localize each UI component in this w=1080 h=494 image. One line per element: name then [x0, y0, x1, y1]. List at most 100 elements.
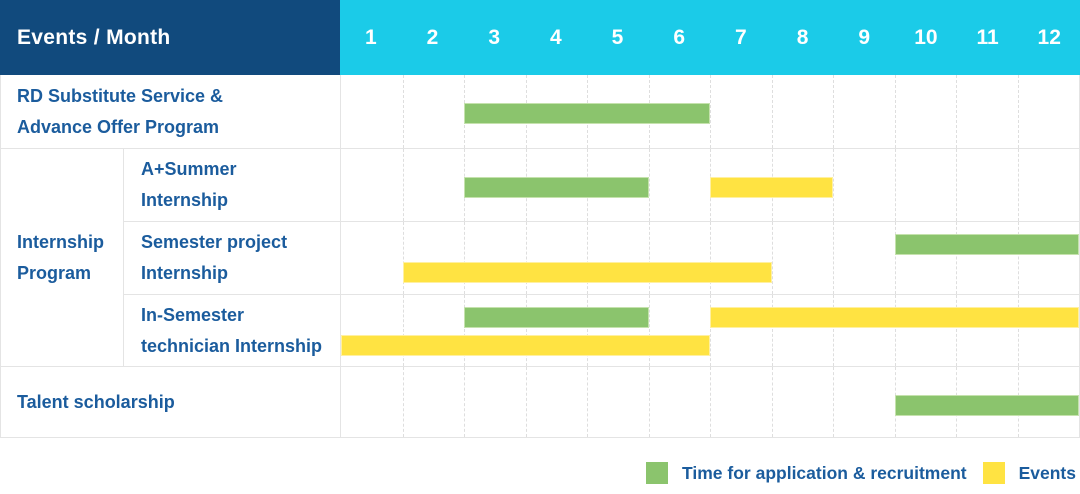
row-label-cell: Talent scholarship	[1, 366, 341, 437]
month-gridline	[587, 295, 588, 366]
month-header-cell: 10	[914, 25, 938, 49]
sub-label-cell: In-Semester technician Internship	[124, 294, 341, 366]
month-gridline	[587, 367, 588, 437]
month-gridline	[710, 222, 711, 294]
gantt-bar-event	[341, 335, 710, 356]
month-header-cell: 7	[735, 25, 747, 49]
gantt-row-track	[341, 366, 1079, 437]
month-gridline	[402, 295, 404, 366]
month-gridline	[1017, 75, 1019, 148]
gantt-bar-event	[710, 307, 1079, 328]
month-header-cell: 9	[858, 25, 871, 49]
label-line: Internship	[141, 190, 229, 210]
month-header-cell: 5	[611, 25, 624, 49]
gantt-bar-event	[402, 262, 772, 283]
month-header-cell: 1	[364, 25, 377, 49]
group-label-cell: Internship Program	[1, 148, 124, 366]
month-gridline	[464, 222, 465, 294]
label-line: technician Internship	[141, 335, 323, 356]
month-gridline	[894, 222, 896, 294]
legend-swatch-application-icon	[646, 462, 669, 484]
label-line: Advance Offer Program	[17, 116, 220, 137]
month-gridline	[402, 222, 404, 294]
label-line: Internship	[17, 231, 105, 252]
legend-label-events: Events	[1018, 462, 1076, 483]
month-gridline	[402, 75, 404, 148]
month-gridline	[587, 222, 588, 294]
month-gridline	[833, 295, 834, 366]
legend-swatch-events-icon	[982, 462, 1005, 484]
header-events-month-cell: Events / Month	[0, 0, 340, 75]
gantt-bar-application	[464, 103, 710, 124]
month-gridline	[402, 367, 404, 437]
month-gridline	[525, 367, 527, 437]
month-gridline	[648, 222, 650, 294]
month-gridline	[648, 367, 650, 437]
row-label-text: RD Substitute Service & Advance Offer Pro…	[1, 75, 340, 148]
row-label-text: In-Semester technician Internship	[124, 295, 340, 366]
gantt-bar-event	[710, 177, 833, 198]
month-header-row: 1 2 3 4 5 6 7 8 9 10 11 12	[340, 0, 1080, 75]
month-gridline	[956, 222, 957, 294]
month-header-cell: 8	[796, 25, 809, 49]
gantt-bar-application	[894, 395, 1079, 416]
header-row: Events / Month 1 2 3 4 5 6 7 8 9 10 11 12	[0, 0, 1080, 75]
gantt-row-track	[341, 148, 1079, 221]
month-gridline	[710, 367, 711, 437]
month-gridline	[648, 295, 650, 366]
label-line: Internship	[141, 263, 229, 283]
month-header-cell: 3	[488, 25, 501, 49]
label-line: In-Semester	[141, 304, 245, 325]
row-label-text: A+Summer Internship	[124, 149, 340, 221]
label-line: RD Substitute Service &	[17, 85, 224, 106]
row-label-text: Semester project Internship	[124, 222, 340, 294]
month-gridline	[771, 367, 773, 437]
gantt-row-track	[341, 294, 1079, 366]
gantt-row-track	[341, 221, 1079, 294]
month-gridline	[771, 75, 773, 148]
sub-label-cell: A+Summer Internship	[124, 148, 341, 221]
month-gridline	[710, 295, 711, 366]
label-line: Semester project	[141, 232, 288, 252]
row-label-cell: RD Substitute Service & Advance Offer Pro…	[1, 75, 341, 148]
row-label-text: Internship Program	[1, 149, 123, 366]
label-line: Program	[17, 262, 92, 283]
month-gridline	[1017, 295, 1019, 366]
month-gridline	[710, 75, 711, 148]
month-gridline	[833, 149, 834, 221]
month-gridline	[1017, 222, 1019, 294]
gantt-bar-application	[894, 234, 1079, 255]
month-gridline	[833, 222, 834, 294]
gantt-row-track	[341, 75, 1079, 148]
month-gridline	[833, 367, 834, 437]
month-gridline	[464, 367, 465, 437]
label-line: Talent scholarship	[17, 391, 175, 412]
month-gridline	[525, 295, 527, 366]
month-header-cell: 4	[550, 25, 562, 49]
month-gridline	[648, 149, 650, 221]
legend-label-application: Time for application & recruitment	[682, 462, 967, 483]
month-gridline	[894, 295, 896, 366]
row-label-text: Talent scholarship	[1, 367, 340, 437]
month-header-cell: 11	[976, 25, 999, 49]
month-gridline	[956, 149, 957, 221]
gantt-body: RD Substitute Service & Advance Offer Pro…	[0, 75, 1080, 438]
month-gridline	[525, 222, 527, 294]
month-gridline	[771, 295, 773, 366]
month-header-cell: 2	[426, 25, 439, 49]
gantt-bar-application	[464, 307, 649, 328]
legend: Time for application & recruitment Event…	[0, 438, 1080, 494]
label-line: A+Summer	[141, 159, 237, 179]
gantt-bar-application	[464, 177, 649, 198]
month-gridline	[402, 149, 404, 221]
month-gridline	[1017, 149, 1019, 221]
month-gridline	[833, 75, 834, 148]
month-gridline	[464, 295, 465, 366]
month-header-cell: 6	[673, 25, 686, 49]
month-gridline	[894, 75, 896, 148]
month-gridline	[956, 75, 957, 148]
month-gridline	[894, 149, 896, 221]
month-header-cell: 12	[1037, 25, 1061, 49]
month-gridline	[956, 295, 957, 366]
